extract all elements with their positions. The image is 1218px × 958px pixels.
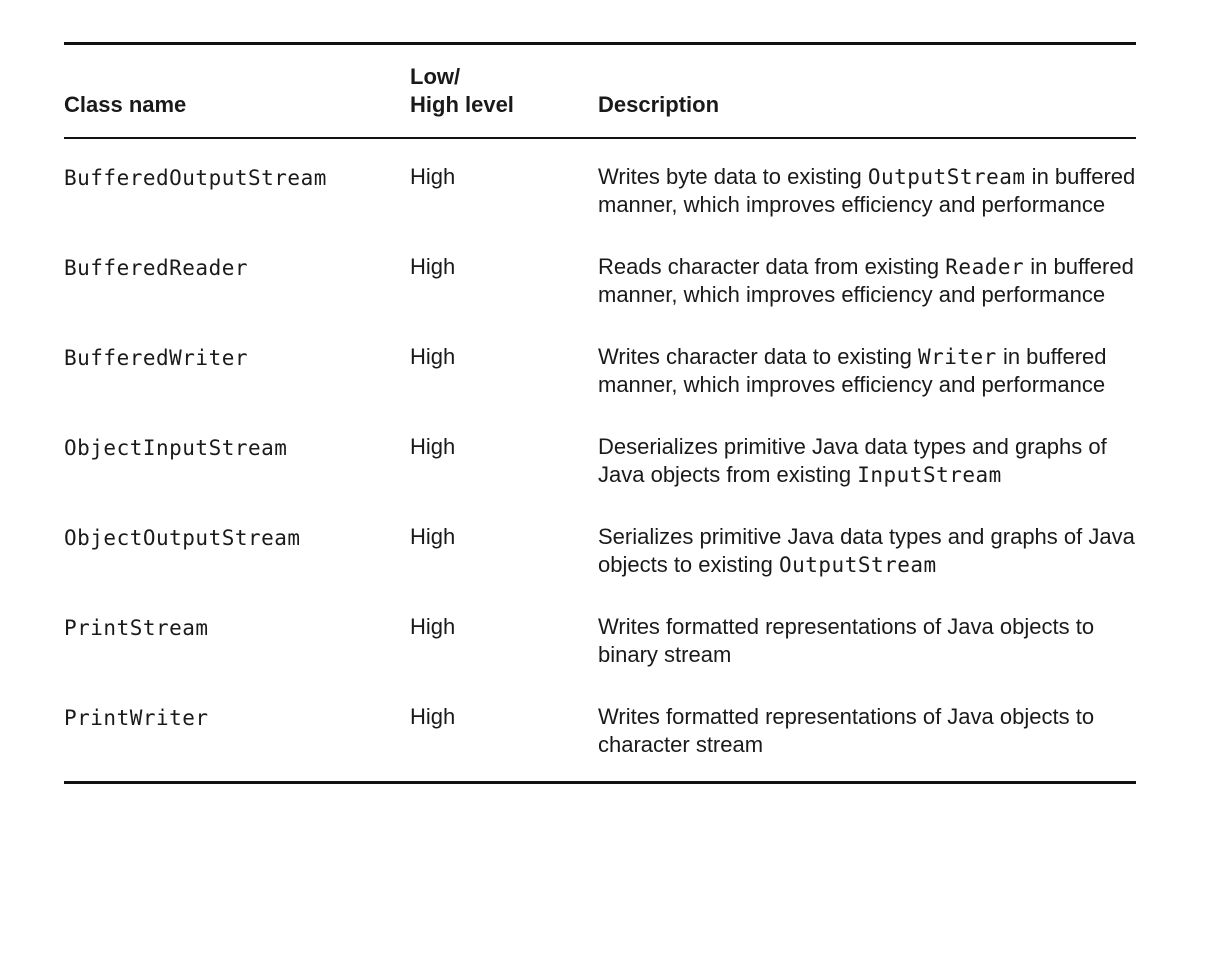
- level-cell: High: [410, 523, 456, 549]
- description-text-segment: Writes formatted representations of Java…: [598, 703, 1095, 757]
- level-cell: High: [410, 613, 456, 639]
- table-top-rule: [64, 42, 1136, 45]
- header-divider: [64, 137, 1136, 139]
- description-text-segment: Serializes primitive Java data types and…: [598, 523, 1135, 577]
- header-level-line2: High level: [410, 92, 514, 117]
- class-name-cell: BufferedWriter: [64, 345, 249, 370]
- class-name-cell: PrintStream: [64, 615, 209, 640]
- description-cell: Writes formatted representations of Java…: [598, 613, 1136, 669]
- class-name-cell: BufferedOutputStream: [64, 165, 327, 190]
- class-name-cell: PrintWriter: [64, 705, 209, 730]
- table-row: PrintStream High Writes formatted represen…: [64, 613, 1136, 669]
- description-cell: Writes byte data to existing OutputStrea…: [598, 163, 1136, 219]
- level-cell: High: [410, 253, 456, 279]
- header-level: Low/ High level: [410, 63, 598, 119]
- level-cell: High: [410, 163, 456, 189]
- description-code-segment: InputStream: [857, 462, 1002, 487]
- class-name-cell: ObjectOutputStream: [64, 525, 301, 550]
- level-cell: High: [410, 703, 456, 729]
- description-cell: Writes character data to existing Writer…: [598, 343, 1136, 399]
- table-row: BufferedOutputStream High Writes byte data…: [64, 163, 1136, 219]
- description-text-segment: in buffered manner, which improves effic…: [598, 253, 1134, 307]
- description-text-segment: Deserializes primitive Java data types a…: [598, 433, 1107, 487]
- description-code-segment: Writer: [917, 344, 997, 369]
- description-cell: Reads character data from existing Reade…: [598, 253, 1136, 309]
- table-row: ObjectInputStream High Deserializes primit…: [64, 433, 1136, 489]
- table-body: BufferedOutputStream High Writes byte data…: [64, 139, 1136, 781]
- stream-classes-table: Class name Low/ High level Description B…: [64, 42, 1136, 784]
- header-description: Description: [598, 92, 720, 117]
- description-text-segment: in buffered manner, which improves effic…: [598, 343, 1107, 397]
- description-cell: Writes formatted representations of Java…: [598, 703, 1136, 759]
- description-code-segment: OutputStream: [867, 164, 1026, 189]
- description-text-segment: in buffered manner, which improves effic…: [598, 163, 1136, 217]
- header-level-line1: Low/: [410, 64, 461, 89]
- description-cell: Serializes primitive Java data types and…: [598, 523, 1136, 579]
- class-name-cell: BufferedReader: [64, 255, 249, 280]
- table-row: ObjectOutputStream High Serializes primiti…: [64, 523, 1136, 579]
- header-class-name: Class name: [64, 92, 187, 117]
- description-text-segment: Reads character data from existing: [598, 253, 946, 279]
- table-header-row: Class name Low/ High level Description: [64, 45, 1136, 137]
- description-text-segment: Writes byte data to existing: [598, 163, 868, 189]
- table-row: BufferedReader High Reads character data f…: [64, 253, 1136, 309]
- description-cell: Deserializes primitive Java data types a…: [598, 433, 1136, 489]
- description-code-segment: Reader: [945, 254, 1025, 279]
- description-text-segment: Writes character data to existing: [598, 343, 918, 369]
- table-row: BufferedWriter High Writes character data …: [64, 343, 1136, 399]
- class-name-cell: ObjectInputStream: [64, 435, 288, 460]
- description-code-segment: OutputStream: [778, 552, 937, 577]
- table-row: PrintWriter High Writes formatted represen…: [64, 703, 1136, 759]
- level-cell: High: [410, 433, 456, 459]
- table-bottom-rule: [64, 780, 1136, 784]
- level-cell: High: [410, 343, 456, 369]
- description-text-segment: Writes formatted representations of Java…: [598, 613, 1095, 667]
